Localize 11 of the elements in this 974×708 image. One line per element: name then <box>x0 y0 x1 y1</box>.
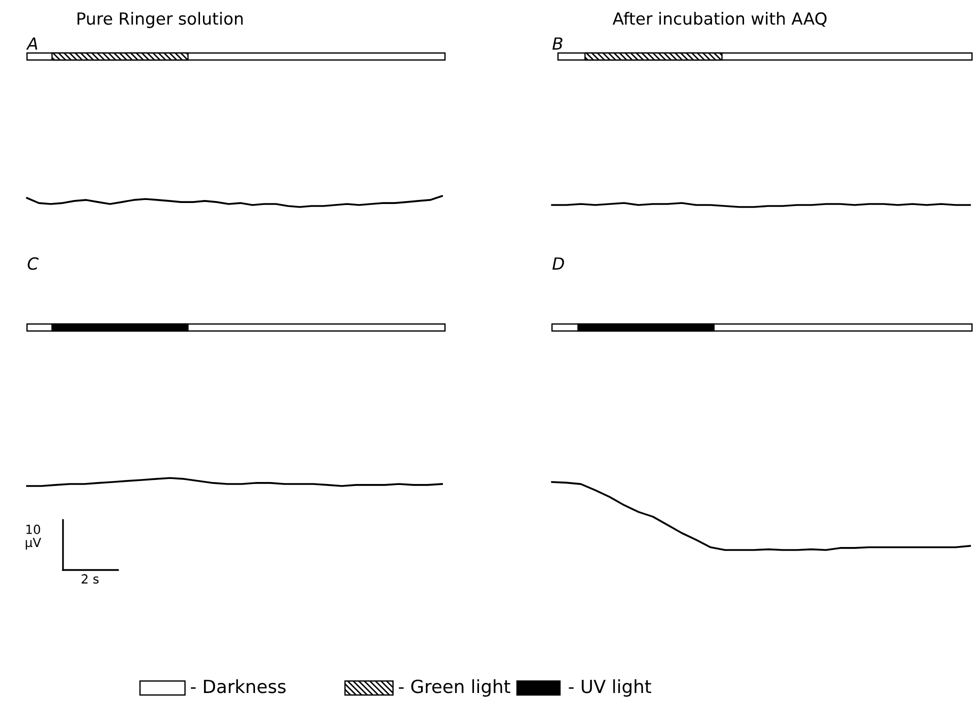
text: - Darkness <box>190 679 286 694</box>
chart-subtitle: B <box>552 37 562 50</box>
chart-title: After incubation with AAQ <box>612 12 827 27</box>
chart-subtitle: C <box>28 257 39 270</box>
text: 10 µV <box>26 524 42 550</box>
chart-subtitle: A <box>26 37 38 50</box>
text: - UV light <box>568 679 652 697</box>
text: - Green light <box>398 679 510 697</box>
chart-subtitle: D <box>552 257 564 270</box>
text: 2 s <box>82 574 99 584</box>
chart-title: Pure Ringer solution <box>78 12 243 28</box>
